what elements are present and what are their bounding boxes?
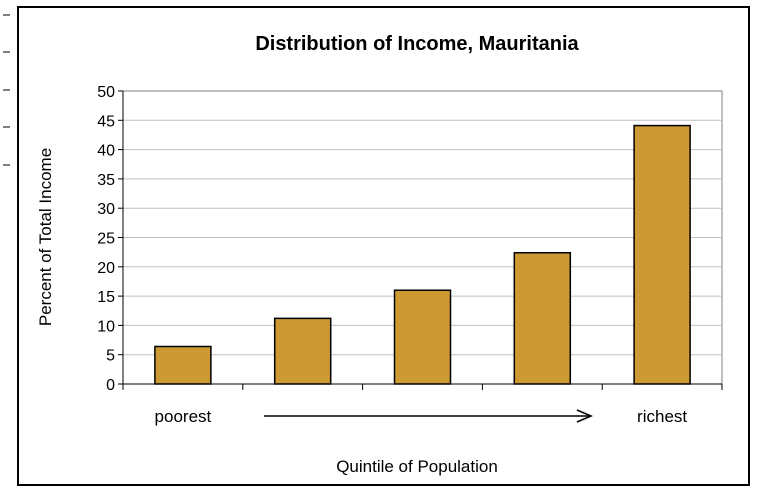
bar-chart: Distribution of Income, Mauritania 0 5 10 1… bbox=[36, 33, 723, 476]
bar bbox=[513, 251, 572, 385]
category-label: richest bbox=[637, 407, 687, 426]
y-tick-label: 50 bbox=[97, 84, 115, 101]
y-tick-label: 15 bbox=[97, 289, 115, 306]
direction-arrow-head bbox=[576, 409, 593, 423]
y-tick-label: 5 bbox=[106, 348, 115, 365]
chart-title: Distribution of Income, Mauritania bbox=[255, 33, 579, 55]
x-axis-ticks bbox=[122, 384, 723, 390]
category-labels: poorest richest bbox=[155, 407, 688, 426]
y-axis-ticks: 0 5 10 15 20 25 30 35 40 45 50 bbox=[97, 84, 123, 394]
y-axis-title: Percent of Total Income bbox=[36, 148, 55, 326]
bar bbox=[633, 124, 691, 385]
chart-frame: Distribution of Income, Mauritania 0 5 10 1… bbox=[17, 6, 750, 486]
y-tick-label: 10 bbox=[97, 318, 115, 335]
bars bbox=[154, 124, 691, 385]
bar bbox=[154, 345, 212, 385]
y-tick-label: 45 bbox=[97, 113, 115, 130]
x-axis-title: Quintile of Population bbox=[336, 457, 498, 476]
bar bbox=[393, 289, 452, 385]
bar bbox=[273, 317, 332, 385]
y-tick-label: 25 bbox=[97, 231, 115, 248]
y-tick-label: 35 bbox=[97, 172, 115, 189]
y-tick-label: 40 bbox=[97, 143, 115, 160]
y-tick-label: 0 bbox=[106, 377, 115, 394]
y-tick-label: 30 bbox=[97, 201, 115, 218]
gridlines bbox=[123, 119, 722, 356]
y-tick-label: 20 bbox=[97, 260, 115, 277]
left-edge-tick-marks bbox=[3, 14, 10, 166]
category-label: poorest bbox=[155, 407, 212, 426]
